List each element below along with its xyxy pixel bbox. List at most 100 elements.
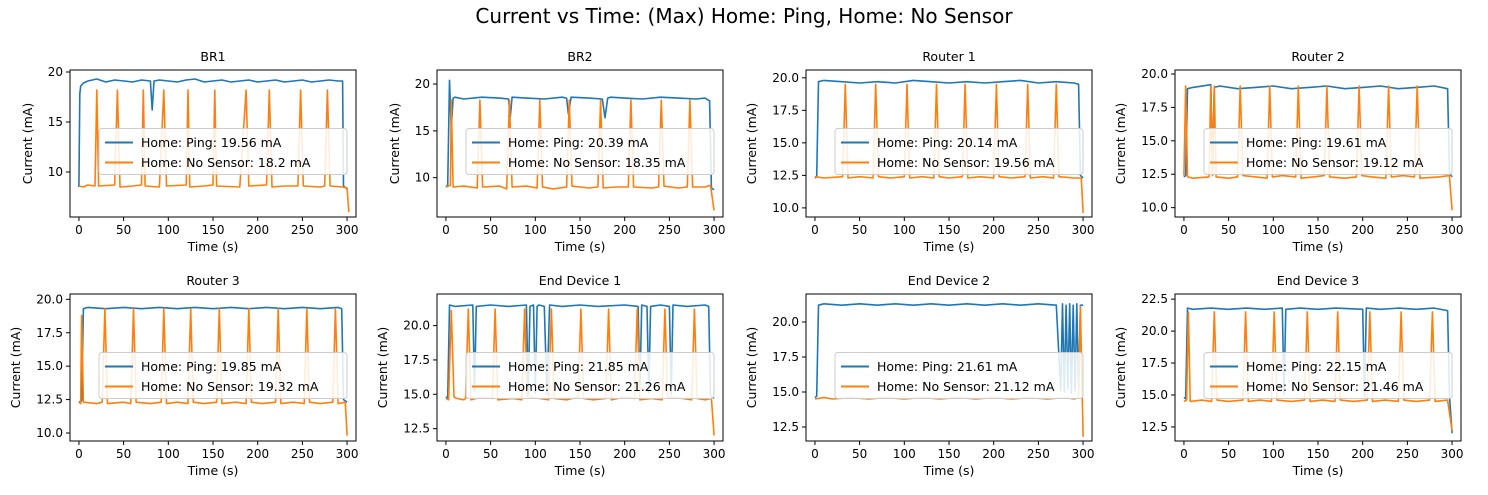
x-tick-label: 300 bbox=[336, 447, 359, 461]
x-axis-label: Time (s) bbox=[1292, 463, 1344, 478]
x-tick-label: 100 bbox=[157, 447, 180, 461]
legend-label: Home: Ping: 19.56 mA bbox=[141, 135, 282, 150]
x-tick-label: 200 bbox=[1351, 223, 1374, 237]
y-tick-label: 15.0 bbox=[1141, 388, 1168, 402]
legend: Home: Ping: 21.85 mA Home: No Sensor: 21.… bbox=[465, 352, 715, 399]
x-tick-label: 100 bbox=[893, 223, 916, 237]
y-tick-label: 15 bbox=[48, 115, 63, 129]
legend-box bbox=[98, 352, 348, 399]
legend-label: Home: Ping: 20.14 mA bbox=[877, 135, 1018, 150]
series-line-ping bbox=[78, 78, 348, 190]
x-tick-label: 150 bbox=[202, 447, 225, 461]
y-tick-label: 17.5 bbox=[772, 350, 799, 364]
legend-label: Home: No Sensor: 19.32 mA bbox=[141, 379, 319, 394]
x-axis-label: Time (s) bbox=[187, 463, 239, 478]
x-tick-label: 300 bbox=[703, 223, 726, 237]
y-tick-label: 10.0 bbox=[1141, 201, 1168, 215]
y-axis-label: Current (mA) bbox=[375, 327, 390, 408]
x-tick-label: 300 bbox=[703, 447, 726, 461]
y-tick-label: 10 bbox=[48, 165, 63, 179]
x-tick-label: 0 bbox=[1180, 223, 1188, 237]
x-tick-label: 250 bbox=[291, 223, 314, 237]
series-line-ping bbox=[445, 79, 715, 191]
legend-box bbox=[834, 128, 1084, 175]
y-tick-label: 20 bbox=[415, 77, 430, 91]
y-tick-label: 20.0 bbox=[1141, 67, 1168, 81]
x-axis-label: Time (s) bbox=[554, 239, 606, 254]
subplot-title: BR2 bbox=[567, 49, 592, 64]
x-tick-label: 0 bbox=[75, 447, 83, 461]
x-tick-label: 0 bbox=[1180, 447, 1188, 461]
subplot-8: End Device 3 0 50 100 150 200 250 300 12.5 15.0 17… bbox=[1113, 273, 1464, 478]
y-tick-label: 12.5 bbox=[1141, 420, 1168, 434]
x-tick-label: 100 bbox=[893, 447, 916, 461]
y-axis-label: Current (mA) bbox=[8, 327, 23, 408]
y-axis-label: Current (mA) bbox=[1113, 327, 1128, 408]
subplot-3: Router 1 0 50 100 150 200 250 300 10.0 12.5 15.0 17… bbox=[744, 49, 1095, 254]
subplot-4: Router 2 0 50 100 150 200 250 300 10.0 12.5 15.0 17… bbox=[1113, 49, 1464, 254]
legend-box bbox=[465, 128, 715, 175]
y-tick-label: 20.0 bbox=[403, 319, 430, 333]
series-line-ping bbox=[1183, 83, 1453, 178]
y-tick-label: 12.5 bbox=[36, 393, 63, 407]
y-tick-label: 15 bbox=[415, 124, 430, 138]
x-tick-label: 200 bbox=[246, 223, 269, 237]
legend-label: Home: No Sensor: 21.46 mA bbox=[1246, 379, 1424, 394]
x-axis-label: Time (s) bbox=[554, 463, 606, 478]
legend-label: Home: Ping: 19.61 mA bbox=[1246, 135, 1387, 150]
x-tick-label: 300 bbox=[336, 223, 359, 237]
x-tick-label: 300 bbox=[1072, 447, 1095, 461]
subplot-1: BR1 0 50 100 150 200 250 300 10 15 20 Time (s) Curre… bbox=[20, 49, 359, 254]
y-tick-label: 15.0 bbox=[403, 387, 430, 401]
x-tick-label: 100 bbox=[524, 447, 547, 461]
x-tick-label: 200 bbox=[246, 447, 269, 461]
legend-box bbox=[98, 128, 348, 175]
x-tick-label: 100 bbox=[157, 223, 180, 237]
x-tick-label: 50 bbox=[1221, 447, 1236, 461]
x-tick-label: 50 bbox=[483, 223, 498, 237]
x-tick-label: 150 bbox=[569, 223, 592, 237]
y-tick-label: 15.0 bbox=[36, 359, 63, 373]
y-axis-label: Current (mA) bbox=[744, 327, 759, 408]
y-axis-label: Current (mA) bbox=[744, 103, 759, 184]
legend-box bbox=[834, 352, 1084, 399]
x-tick-label: 300 bbox=[1441, 447, 1464, 461]
series-line-ping bbox=[814, 302, 1084, 399]
y-tick-label: 12.5 bbox=[403, 422, 430, 436]
x-tick-label: 50 bbox=[483, 447, 498, 461]
subplot-title: End Device 3 bbox=[1277, 273, 1359, 288]
y-tick-label: 22.5 bbox=[1141, 292, 1168, 306]
x-tick-label: 250 bbox=[1027, 223, 1050, 237]
legend-label: Home: Ping: 20.39 mA bbox=[508, 135, 649, 150]
x-tick-label: 150 bbox=[1307, 447, 1330, 461]
y-tick-label: 20.0 bbox=[772, 315, 799, 329]
x-tick-label: 0 bbox=[811, 223, 819, 237]
x-axis-label: Time (s) bbox=[1292, 239, 1344, 254]
x-tick-label: 50 bbox=[116, 447, 131, 461]
x-tick-label: 0 bbox=[811, 447, 819, 461]
x-tick-label: 300 bbox=[1072, 223, 1095, 237]
x-tick-label: 0 bbox=[442, 447, 450, 461]
x-axis-label: Time (s) bbox=[923, 239, 975, 254]
x-tick-label: 250 bbox=[658, 447, 681, 461]
y-axis-label: Current (mA) bbox=[387, 103, 402, 184]
legend: Home: Ping: 19.56 mA Home: No Sensor: 18.… bbox=[98, 128, 348, 175]
x-tick-label: 200 bbox=[613, 223, 636, 237]
y-tick-label: 17.5 bbox=[403, 353, 430, 367]
subplot-title: Router 2 bbox=[1291, 49, 1344, 64]
x-tick-label: 50 bbox=[1221, 223, 1236, 237]
series-line-ping bbox=[1183, 307, 1453, 434]
x-tick-label: 250 bbox=[1027, 447, 1050, 461]
subplot-title: Router 1 bbox=[922, 49, 975, 64]
x-tick-label: 200 bbox=[1351, 447, 1374, 461]
x-tick-label: 150 bbox=[1307, 223, 1330, 237]
legend-box bbox=[465, 352, 715, 399]
y-tick-label: 20.0 bbox=[36, 292, 63, 306]
subplot-5: Router 3 0 50 100 150 200 250 300 10.0 12.5 15.0 17… bbox=[8, 273, 359, 478]
legend-label: Home: Ping: 21.61 mA bbox=[877, 359, 1018, 374]
y-tick-label: 15.0 bbox=[772, 385, 799, 399]
y-tick-label: 20.0 bbox=[772, 71, 799, 85]
legend-label: Home: No Sensor: 18.2 mA bbox=[141, 155, 311, 170]
